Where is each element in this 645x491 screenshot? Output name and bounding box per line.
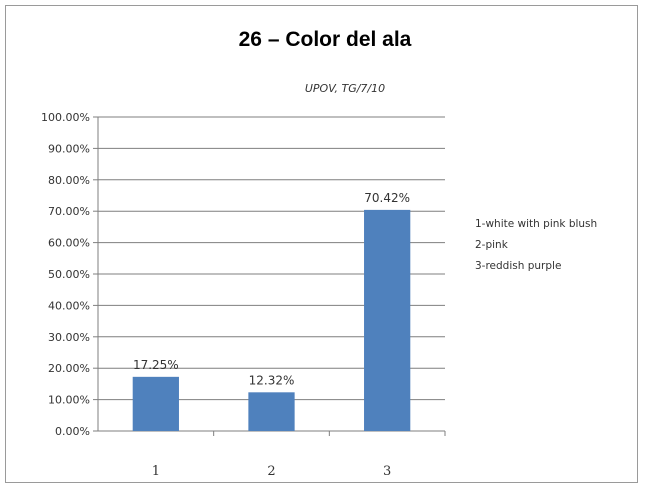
x-tick-label: 2 <box>267 464 275 479</box>
bar <box>248 392 295 431</box>
y-tick-label: 40.00% <box>48 299 90 312</box>
y-tick-label: 20.00% <box>48 362 90 375</box>
legend-item-3: 3-reddish purple <box>475 260 562 272</box>
y-tick-label: 70.00% <box>48 205 90 218</box>
data-label: 12.32% <box>249 373 295 387</box>
y-tick-label: 30.00% <box>48 331 90 344</box>
x-tick-label: 3 <box>383 464 391 479</box>
data-label: 70.42% <box>364 191 410 205</box>
y-tick-label: 10.00% <box>48 394 90 407</box>
legend: 1-white with pink blush 2-pink 3-reddish… <box>475 218 597 281</box>
y-tick-label: 50.00% <box>48 268 90 281</box>
bar <box>132 376 179 431</box>
y-tick-label: 60.00% <box>48 237 90 250</box>
y-tick-label: 0.00% <box>55 425 90 438</box>
chart-subtitle: UPOV, TG/7/10 <box>304 82 386 95</box>
x-tick-label: 1 <box>152 464 160 479</box>
chart-title: 26 – Color del ala <box>238 28 412 51</box>
y-tick-label: 80.00% <box>48 174 90 187</box>
chart-frame <box>5 5 638 483</box>
bar <box>364 209 411 431</box>
legend-item-1: 1-white with pink blush <box>475 218 598 230</box>
legend-item-2: 2-pink <box>475 239 508 251</box>
y-tick-label: 90.00% <box>48 142 90 155</box>
y-tick-label: 100.00% <box>41 111 90 124</box>
data-label: 17.25% <box>133 358 179 372</box>
